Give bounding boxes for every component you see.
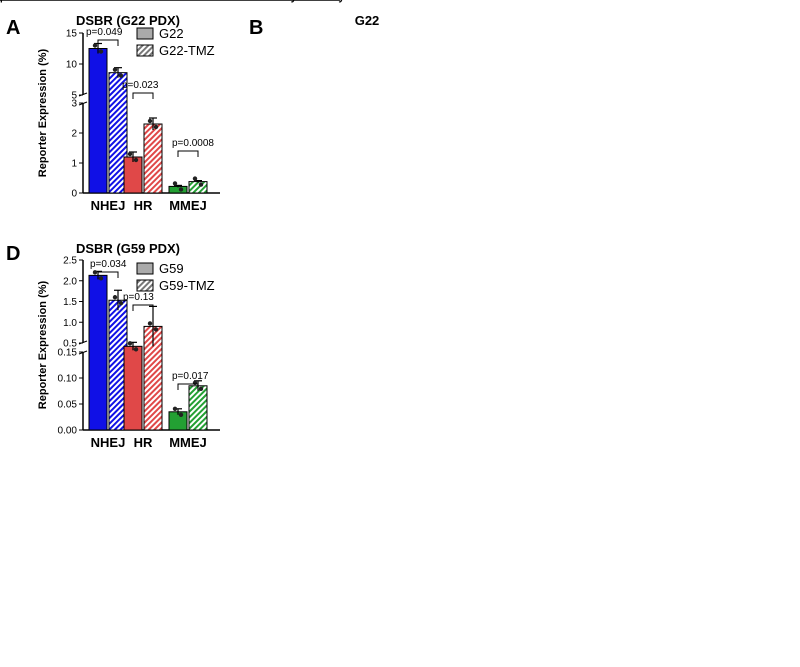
x-category-label-D-2: MMEJ xyxy=(169,435,207,450)
y-tick-label-B-1: 50 xyxy=(323,0,335,3)
data-point-A-NHEJ-G22-0 xyxy=(92,43,98,48)
data-point-D-NHEJ-G59-0 xyxy=(92,270,98,275)
y-tick-label-top-D-4: 0.5 xyxy=(63,339,77,350)
chart-title-D: DSBR (G59 PDX) xyxy=(76,241,180,256)
data-point-A-HR-G22-TMZ-1 xyxy=(153,124,159,130)
y-tick-label-bottom-D-3: 0.00 xyxy=(58,426,78,437)
p-value-A-NHEJ: p=0.049 xyxy=(86,27,123,38)
x-category-label-D-1: HR xyxy=(134,435,153,450)
data-point-D-HR-G59-TMZ-0 xyxy=(147,321,153,326)
y-tick-label-bottom-D-0: 0.15 xyxy=(58,348,78,359)
data-point-D-HR-G59-0 xyxy=(127,341,133,346)
significance-bracket-D-HR xyxy=(132,304,154,311)
x-axis-label-B: Days xyxy=(324,0,350,3)
x-category-label-A-2: MMEJ xyxy=(169,198,207,213)
bar-D-NHEJ-G59 xyxy=(88,274,108,431)
p-value-B-TMZ: p=0.0004 xyxy=(0,0,51,3)
legend-label-A-G22-TMZ: G22-TMZ xyxy=(159,43,215,58)
p-value-B-RT: p=0.28 xyxy=(0,0,37,3)
y-tick-label-bottom-D-2: 0.05 xyxy=(58,400,78,411)
y-axis-label-B: Probability of Survival xyxy=(240,0,356,3)
x-tick-label-B-1: 100 xyxy=(330,0,347,3)
legend-label-D-G59-TMZ: G59-TMZ xyxy=(159,278,215,293)
significance-bracket-D-NHEJ xyxy=(97,271,119,278)
data-point-D-NHEJ-G59-TMZ-0 xyxy=(112,295,118,300)
y-tick-label-B-2: 100 xyxy=(317,0,334,3)
significance-bracket-A-MMEJ xyxy=(177,150,199,157)
x-category-label-A-1: HR xyxy=(134,198,153,213)
data-point-A-HR-G22-0 xyxy=(127,151,133,157)
chart-title-B: G22 xyxy=(355,13,380,28)
legend-label-B-TMZ: TMZ xyxy=(0,0,25,3)
bar-A-HR-G22-TMZ xyxy=(143,123,163,194)
data-point-D-MMEJ-G59-0 xyxy=(172,406,178,411)
legend-swatch-A-G22-TMZ xyxy=(136,44,154,57)
y-tick-label-top-A-2: 5 xyxy=(71,91,77,102)
y-tick-label-B-0: 0 xyxy=(328,0,334,3)
y-tick-label-top-D-0: 2.5 xyxy=(63,256,77,267)
bar-D-MMEJ-G59-TMZ xyxy=(188,385,208,431)
data-point-A-NHEJ-G22-1 xyxy=(98,49,104,54)
chart-title-A: DSBR (G22 PDX) xyxy=(76,13,180,28)
panel-label-B: B xyxy=(249,17,263,39)
bar-D-HR-G59 xyxy=(123,345,143,431)
y-tick-label-top-D-3: 1.0 xyxy=(63,318,77,329)
y-tick-label-bottom-D-1: 0.10 xyxy=(58,374,78,385)
legend-swatch-A-G22 xyxy=(136,27,154,40)
y-tick-label-top-D-2: 1.5 xyxy=(63,297,77,308)
bar-A-NHEJ-G22 xyxy=(88,48,108,194)
data-point-A-MMEJ-G22-TMZ-0 xyxy=(192,176,198,181)
data-point-D-NHEJ-G59-1 xyxy=(98,276,104,281)
y-tick-label-bottom-A-3: 0 xyxy=(71,189,77,200)
y-tick-label-top-A-1: 10 xyxy=(66,60,78,71)
legend-swatch-D-G59-TMZ xyxy=(136,279,154,292)
data-point-A-MMEJ-G22-TMZ-1 xyxy=(198,182,204,187)
bar-A-HR-G22 xyxy=(123,156,143,194)
legend-label-D-G59: G59 xyxy=(159,261,184,276)
x-tick-label-B-3: 300 xyxy=(327,0,344,3)
bar-A-MMEJ-G22-TMZ xyxy=(188,181,208,194)
p-value-A-MMEJ: p=0.0008 xyxy=(172,138,214,149)
data-point-A-MMEJ-G22-1 xyxy=(178,187,184,192)
p-value-D-MMEJ: p=0.017 xyxy=(172,371,209,382)
legend-label-B-Control: Control xyxy=(0,0,39,3)
p-value-A-HR: p=0.023 xyxy=(122,80,159,91)
x-tick-label-B-2: 200 xyxy=(329,0,346,3)
p-value-D-HR: p=0.13 xyxy=(123,292,154,303)
p-value-D-NHEJ: p=0.034 xyxy=(90,259,127,270)
data-point-A-MMEJ-G22-0 xyxy=(172,181,178,186)
significance-bracket-D-MMEJ xyxy=(177,383,199,390)
y-tick-label-bottom-A-2: 1 xyxy=(71,159,77,170)
data-point-D-HR-G59-TMZ-1 xyxy=(153,327,159,332)
panel-label-D: D xyxy=(6,243,20,265)
legend-label-B-RT: RT xyxy=(0,0,16,3)
y-tick-label-top-A-0: 15 xyxy=(66,29,78,40)
legend-swatch-D-G59 xyxy=(136,262,154,275)
data-point-D-NHEJ-G59-TMZ-1 xyxy=(118,301,124,306)
y-axis-label-D: Reporter Expression (%) xyxy=(37,280,49,409)
y-tick-label-top-D-1: 2.0 xyxy=(63,276,77,287)
significance-bracket-A-NHEJ xyxy=(97,39,119,46)
axis-break-A xyxy=(77,95,222,103)
x-tick-label-B-0: 0 xyxy=(337,0,343,3)
data-point-A-NHEJ-G22-TMZ-1 xyxy=(118,73,124,78)
data-point-A-NHEJ-G22-TMZ-0 xyxy=(112,67,118,72)
data-point-A-HR-G22-TMZ-0 xyxy=(147,118,153,124)
x-category-label-A-0: NHEJ xyxy=(91,198,126,213)
x-category-label-D-0: NHEJ xyxy=(91,435,126,450)
data-point-D-MMEJ-G59-1 xyxy=(178,412,184,417)
data-point-D-MMEJ-G59-TMZ-1 xyxy=(198,386,204,391)
panel-label-A: A xyxy=(6,17,20,39)
y-tick-label-bottom-A-0: 3 xyxy=(71,99,77,110)
data-point-D-HR-G59-1 xyxy=(133,347,139,352)
significance-bracket-A-HR xyxy=(132,92,154,99)
y-axis-label-A: Reporter Expression (%) xyxy=(37,48,49,177)
legend-label-A-G22: G22 xyxy=(159,26,184,41)
data-point-A-HR-G22-1 xyxy=(133,157,139,163)
y-tick-label-bottom-A-1: 2 xyxy=(71,129,77,140)
